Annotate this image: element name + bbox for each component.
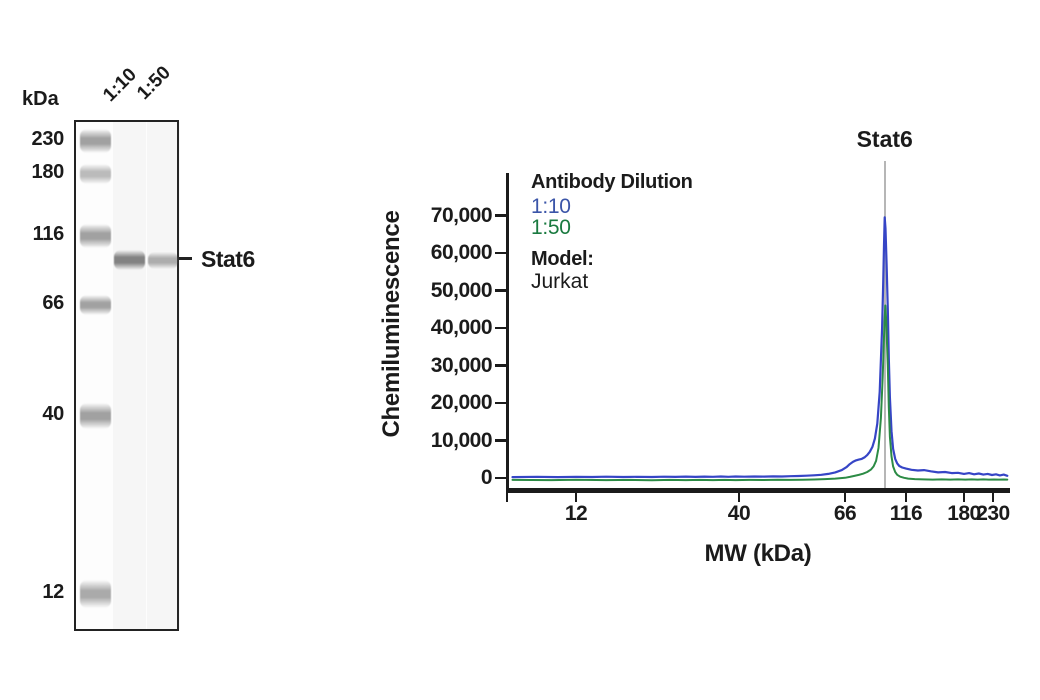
y-axis-line <box>506 173 509 492</box>
y-tick-10000 <box>495 439 507 442</box>
y-tick-60000 <box>495 251 507 255</box>
sample-lane-1 <box>113 122 146 629</box>
x-tick-label-230: 230 <box>976 502 1010 525</box>
y-tick-0 <box>495 476 507 480</box>
x-axis-line <box>506 488 1010 493</box>
x-tick-40 <box>737 489 741 502</box>
x-tick-label-180: 180 <box>947 502 981 525</box>
chart-title: Stat6 <box>856 126 913 152</box>
y-tick-label-40000: 40,000 <box>430 316 493 339</box>
marker-label-230: 230 <box>31 128 65 151</box>
y-tick-70000 <box>495 214 507 217</box>
sample-lane-2 <box>147 122 180 629</box>
x-tick-116 <box>904 489 908 502</box>
x-tick-label-66: 66 <box>833 502 857 525</box>
y-tick-40000 <box>495 326 507 330</box>
y-tick-label-20000: 20,000 <box>430 391 493 414</box>
legend-entry-1:50: 1:50 <box>531 216 571 239</box>
marker-label-180: 180 <box>31 161 65 184</box>
y-tick-label-0: 0 <box>480 466 493 489</box>
peak-marker-line <box>883 161 886 488</box>
protein-band-lane-1 <box>114 250 145 271</box>
marker-band-180 <box>80 164 111 185</box>
x-axis-origin-tick <box>506 489 509 502</box>
marker-label-66: 66 <box>42 291 64 314</box>
x-tick-label-12: 12 <box>564 502 588 525</box>
marker-label-12: 12 <box>42 581 64 604</box>
y-tick-50000 <box>495 289 507 292</box>
x-tick-12 <box>574 489 578 502</box>
kda-unit-label: kDa <box>22 88 59 110</box>
legend-title: Antibody Dilution <box>531 171 693 193</box>
x-tick-180 <box>962 489 966 502</box>
lane-label-1-50: 1:50 <box>133 62 175 104</box>
trace-1:50 <box>511 304 1009 482</box>
marker-band-40 <box>80 402 111 429</box>
chart-legend: Antibody Dilution 1:10 1:50 Model: Jurkat <box>531 170 693 293</box>
legend-model-value: Jurkat <box>531 270 589 293</box>
y-tick-20000 <box>495 401 507 405</box>
legend-model-label: Model: <box>531 248 594 270</box>
y-tick-30000 <box>495 364 507 367</box>
legend-entries: 1:10 1:50 <box>531 196 693 238</box>
marker-band-116 <box>80 224 111 249</box>
y-tick-label-70000: 70,000 <box>430 203 493 227</box>
x-axis-title: MW (kDa) <box>704 540 812 567</box>
x-tick-label-40: 40 <box>727 502 751 525</box>
x-tick-label-116: 116 <box>889 502 923 525</box>
legend-entry-1:10: 1:10 <box>531 195 571 218</box>
lane-label-1-10: 1:10 <box>99 64 141 106</box>
band-pointer-line <box>179 257 192 260</box>
y-tick-label-10000: 10,000 <box>430 428 493 452</box>
blot-box <box>74 120 180 631</box>
marker-band-66 <box>80 294 111 315</box>
y-tick-label-50000: 50,000 <box>430 278 493 302</box>
y-tick-label-30000: 30,000 <box>430 353 493 377</box>
marker-label-116: 116 <box>32 223 65 246</box>
y-tick-label-60000: 60,000 <box>430 241 493 264</box>
x-tick-230 <box>991 489 995 502</box>
blot-band-label: Stat6 <box>201 246 255 272</box>
protein-band-lane-2 <box>148 251 178 269</box>
marker-band-12 <box>80 580 111 609</box>
x-tick-66 <box>843 489 847 502</box>
marker-band-230 <box>80 129 111 154</box>
marker-label-40: 40 <box>42 402 64 425</box>
